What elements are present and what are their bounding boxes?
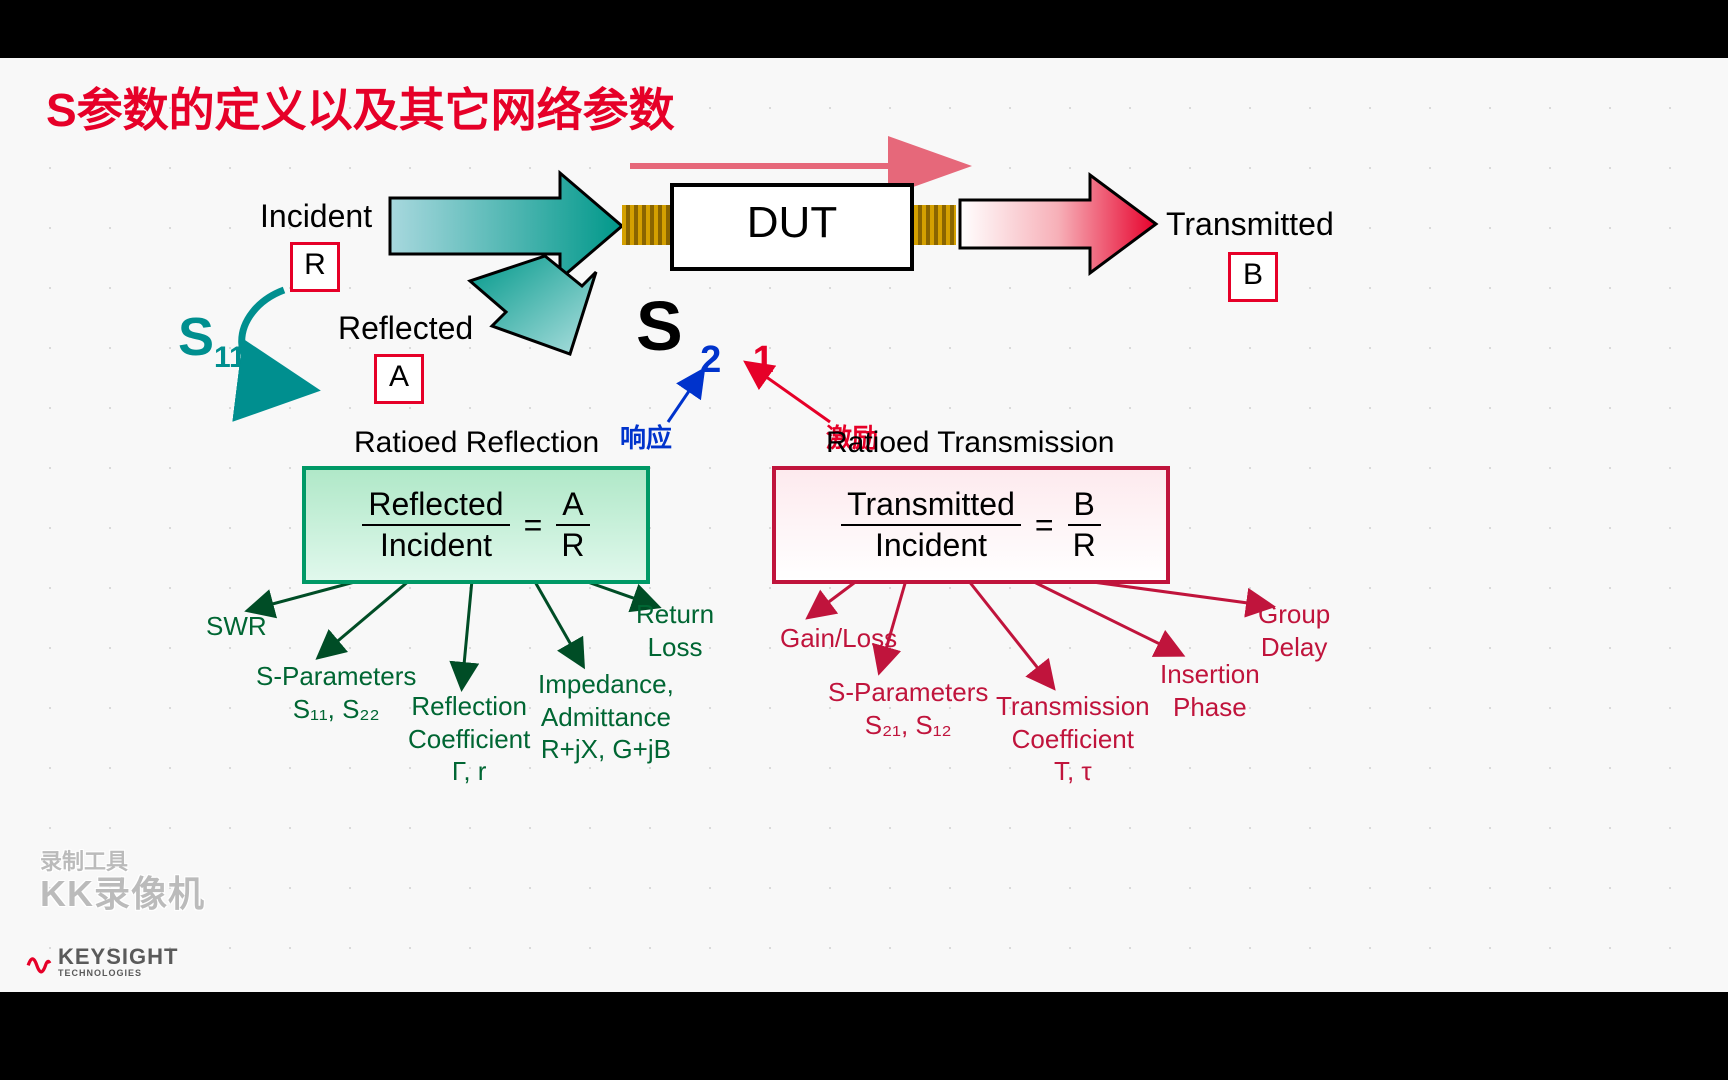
s11-s: S [178, 307, 214, 367]
coil-left-icon [622, 205, 672, 245]
reflection-rhs-num: A [556, 487, 589, 526]
reflection-num: Reflected [362, 487, 509, 526]
transmission-leaf: InsertionPhase [1160, 658, 1260, 723]
transmission-rhs-num: B [1068, 487, 1101, 526]
slide-title: S参数的定义以及其它网络参数 [46, 74, 675, 140]
transmission-frac-left: Transmitted Incident [841, 487, 1021, 563]
port-R: R [290, 242, 340, 292]
logo-brand: KEYSIGHT [58, 944, 178, 970]
reflection-rhs-den: R [561, 526, 584, 563]
transmission-frac-right: B R [1068, 487, 1101, 563]
reflection-leaf: Impedance,AdmittanceR+jX, G+jB [538, 668, 674, 766]
s21-sub2: 2 [700, 339, 721, 381]
reflection-frac-left: Reflected Incident [362, 487, 509, 563]
reflection-heading: Ratioed Reflection [354, 426, 599, 460]
reflection-leaf: S-ParametersS₁₁, S₂₂ [256, 660, 416, 725]
recorder-watermark: 录制工具 KK录像机 [40, 850, 205, 914]
reflected-label: Reflected [338, 310, 473, 347]
reflection-leaf: ReflectionCoefficientΓ, r [408, 690, 530, 788]
transmission-rhs-den: R [1073, 526, 1096, 563]
keysight-wave-icon [26, 948, 52, 974]
keysight-logo: KEYSIGHT TECHNOLOGIES [26, 944, 178, 978]
reflection-den: Incident [380, 526, 492, 563]
s11-sub: 11 [214, 341, 246, 374]
reflection-leaf: ReturnLoss [636, 598, 714, 663]
incident-label: Incident [260, 198, 372, 235]
reflection-frac-right: A R [556, 487, 589, 563]
s21-sub1: 1 [753, 339, 774, 381]
transmission-leaf: GroupDelay [1258, 598, 1330, 663]
reflection-leaf: SWR [206, 610, 267, 643]
dut-box: DUT [670, 183, 914, 271]
transmission-leaf: S-ParametersS₂₁, S₁₂ [828, 676, 988, 741]
transmission-heading: Ratioed Transmission [826, 426, 1114, 460]
port-A: A [374, 354, 424, 404]
transmission-ratio-box: Transmitted Incident = B R [772, 466, 1170, 584]
watermark-line1: 录制工具 [40, 850, 205, 874]
transmission-leaf: TransmissionCoefficientΤ, τ [996, 690, 1150, 788]
transmission-den: Incident [875, 526, 987, 563]
transmitted-label: Transmitted [1166, 206, 1334, 243]
s11-symbol: S11 [178, 306, 246, 375]
response-annotation: 响应 [620, 418, 672, 455]
slide: S参数的定义以及其它网络参数 [0, 58, 1728, 992]
s21-s: S [636, 287, 683, 365]
transmission-eq: = [1035, 507, 1054, 544]
port-B: B [1228, 252, 1278, 302]
reflection-eq: = [524, 507, 543, 544]
transmission-num: Transmitted [841, 487, 1021, 526]
transmission-leaf: Gain/Loss [780, 622, 897, 655]
watermark-line2: KK录像机 [40, 874, 205, 914]
s21-symbol: S 2 1 [636, 286, 764, 366]
reflection-ratio-box: Reflected Incident = A R [302, 466, 650, 584]
logo-sub: TECHNOLOGIES [58, 968, 178, 978]
